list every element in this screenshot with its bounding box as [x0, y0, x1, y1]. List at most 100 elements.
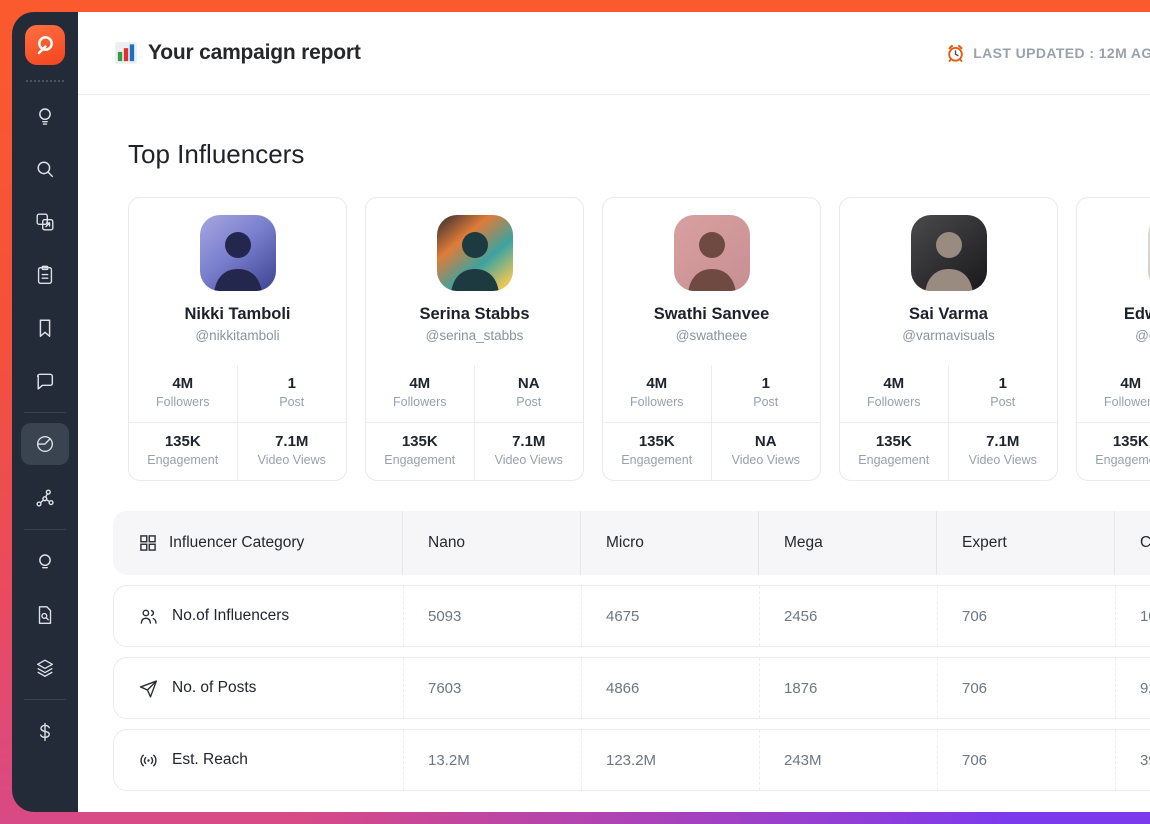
followers-label: Followers — [867, 395, 921, 409]
table-header-row: Influencer Category Nano Micro Mega Expe… — [113, 511, 1150, 575]
sidebar-nav — [12, 89, 78, 758]
influencer-cards: Nikki Tamboli @nikkitamboli 4M Followers … — [128, 197, 1150, 481]
column-header: Micro — [580, 511, 758, 575]
influencer-handle: @varmavisuals — [902, 328, 995, 343]
post-label: Post — [279, 395, 305, 409]
influencer-handle: @nikkitamboli — [195, 328, 280, 343]
column-header: Celebrity — [1114, 511, 1150, 575]
table-value: 92 — [1115, 658, 1150, 718]
table-value: 1876 — [759, 658, 937, 718]
column-header: Nano — [402, 511, 580, 575]
table-value: 10 — [1115, 586, 1150, 646]
send-icon — [139, 679, 158, 698]
post-label: Post — [753, 395, 779, 409]
bar-chart-emoji — [115, 42, 137, 64]
row-label-posts: No. of Posts — [114, 658, 403, 718]
engagement-label: Engagement — [147, 453, 219, 467]
influencer-handle: @edwardwatson — [1135, 328, 1150, 343]
followers-label: Followers — [630, 395, 684, 409]
video-views-label: Video Views — [731, 453, 800, 467]
title-wrap: Your campaign report — [113, 40, 361, 66]
table-value: 4675 — [581, 586, 759, 646]
influencer-card[interactable]: Sai Varma @varmavisuals 4M Followers 1 Pos… — [839, 197, 1058, 481]
grid-icon — [140, 535, 156, 551]
influencer-handle: @serina_stabbs — [425, 328, 524, 343]
influencer-name: Serina Stabbs — [419, 305, 530, 323]
chat-icon[interactable] — [12, 354, 78, 407]
layers-icon[interactable] — [12, 641, 78, 694]
avatar — [673, 215, 750, 291]
influencer-name: Nikki Tamboli — [184, 305, 291, 323]
sidebar-divider — [24, 412, 66, 413]
engagement-value: 135K — [164, 433, 201, 450]
qoruz-logo[interactable] — [25, 25, 65, 65]
followers-value: 4M — [409, 375, 431, 392]
video-views-label: Video Views — [257, 453, 326, 467]
network-icon[interactable] — [12, 471, 78, 524]
column-header: Expert — [936, 511, 1114, 575]
idea-icon[interactable] — [12, 89, 78, 142]
avatar — [436, 215, 513, 291]
sidebar-divider — [24, 699, 66, 700]
search-icon[interactable] — [12, 142, 78, 195]
table-value: 243M — [759, 730, 937, 790]
section-heading: Top Influencers — [128, 139, 305, 169]
table-value: 706 — [937, 730, 1115, 790]
report-header: Your campaign report LAST UPDATED : 12M … — [78, 12, 1150, 95]
influencer-name: Edward Watson — [1123, 305, 1150, 323]
engagement-label: Engagement — [621, 453, 693, 467]
broadcast-icon — [140, 754, 157, 766]
column-header: Mega — [758, 511, 936, 575]
bookmark-icon[interactable] — [12, 301, 78, 354]
followers-value: 4M — [172, 375, 194, 392]
last-updated-text: LAST UPDATED : 12M AGO — [973, 45, 1150, 61]
page-title: Your campaign report — [148, 41, 361, 64]
table-value: 4866 — [581, 658, 759, 718]
influencer-handle: @swatheee — [675, 328, 748, 343]
pricing-icon[interactable] — [12, 705, 78, 758]
pie-chart-icon[interactable] — [21, 423, 69, 465]
influencer-stats: 4M Followers NA Post 135K Engagement 7.1M Vi… — [366, 365, 583, 480]
users-icon — [140, 609, 157, 624]
file-search-icon[interactable] — [12, 588, 78, 641]
followers-value: 4M — [646, 375, 668, 392]
table-value: 7603 — [403, 658, 581, 718]
influencer-card[interactable]: Edward Watson @edwardwatson 4MFollowers … — [1076, 197, 1150, 481]
post-value: 1 — [998, 375, 1007, 392]
row-label-influencers: No.of Influencers — [114, 586, 403, 646]
influencer-stats: 4M Followers 1 Post 135K Engagement NA Video… — [603, 365, 820, 480]
engagement-value: 135K — [1112, 433, 1149, 450]
table-value: 706 — [937, 586, 1115, 646]
engagement-label: Engagement — [1095, 453, 1150, 467]
engagement-value: 135K — [401, 433, 438, 450]
influencer-card[interactable]: Serina Stabbs @serina_stabbs 4M Followers… — [365, 197, 584, 481]
post-value: 1 — [287, 375, 296, 392]
video-views-label: Video Views — [968, 453, 1037, 467]
influencer-card[interactable]: Swathi Sanvee @swatheee 4M Followers 1 Pos… — [602, 197, 821, 481]
sidebar-divider — [24, 529, 66, 530]
followers-value: 4M — [883, 375, 905, 392]
post-label: Post — [990, 395, 1016, 409]
engagement-label: Engagement — [384, 453, 456, 467]
avatar — [199, 215, 276, 291]
main-content: Your campaign report LAST UPDATED : 12M … — [78, 12, 1150, 812]
video-views-value: 7.1M — [986, 433, 1020, 450]
influencer-card[interactable]: Nikki Tamboli @nikkitamboli 4M Followers … — [128, 197, 347, 481]
table-row: Est. Reach 13.2M 123.2M 243M 706 39M — [113, 729, 1150, 791]
followers-label: Followers — [1104, 395, 1150, 409]
sidebar — [12, 12, 78, 812]
table-value: 706 — [937, 658, 1115, 718]
engagement-label: Engagement — [858, 453, 930, 467]
clipboard-icon[interactable] — [12, 248, 78, 301]
alarm-clock-emoji — [948, 44, 963, 62]
followers-value: 4M — [1120, 375, 1142, 392]
insights-icon[interactable] — [12, 535, 78, 588]
engagement-value: 135K — [638, 433, 675, 450]
post-label: Post — [516, 395, 542, 409]
screens-icon[interactable] — [12, 195, 78, 248]
table-value: 13.2M — [403, 730, 581, 790]
video-views-value: 7.1M — [512, 433, 546, 450]
avatar — [1147, 215, 1150, 291]
table-row: No. of Posts 7603 4866 1876 706 92 — [113, 657, 1150, 719]
